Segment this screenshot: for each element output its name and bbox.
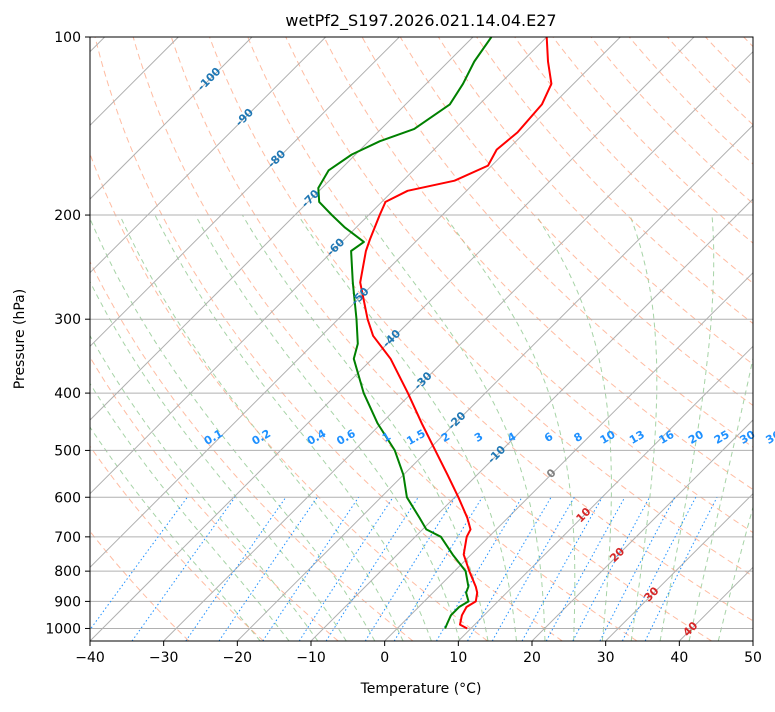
mixing-ratio-label: 20 (686, 428, 706, 447)
isotherm-line (0, 37, 399, 641)
x-tick-label: 30 (597, 650, 615, 666)
y-tick-label: 200 (54, 208, 81, 224)
dry-adiabat (95, 37, 562, 641)
mixing-ratio-label: 3 (472, 430, 485, 445)
y-axis: 100 200 300 400 500 600 700 800 900 1000 (45, 30, 90, 637)
mixing-ratio-label: 13 (627, 428, 647, 447)
dry-adiabat (515, 37, 775, 641)
isotherm-line (16, 37, 620, 641)
mixing-ratio-line (622, 497, 695, 641)
x-tick-label: 0 (380, 650, 389, 666)
y-tick-label: 100 (54, 30, 81, 46)
x-tick-label: 10 (449, 650, 467, 666)
isotherm-line (532, 37, 775, 641)
isotherm-label: -90 (233, 106, 256, 129)
dry-adiabat (171, 37, 711, 641)
y-tick-label: 700 (54, 530, 81, 546)
moist-adiabat (0, 215, 260, 641)
mixing-ratio-line (468, 497, 552, 641)
isotherm-line (753, 37, 775, 641)
y-axis-label: Pressure (hPa) (12, 289, 28, 389)
isotherm-line (679, 37, 775, 641)
dry-adiabat (57, 37, 488, 641)
dry-adiabat (19, 37, 413, 641)
dry-adiabat (667, 37, 775, 641)
mixing-ratio-line (365, 497, 455, 641)
isotherm-label: 40 (680, 619, 700, 639)
mixing-ratio-label: 0.1 (202, 427, 225, 448)
moist-adiabat (298, 215, 516, 641)
mixing-ratio-label: 0.4 (305, 427, 329, 448)
mixing-ratio-label: 10 (598, 428, 618, 447)
mixing-ratio-label: 36 (763, 428, 775, 447)
dry-adiabat (0, 37, 264, 641)
moist-adiabat (155, 215, 431, 641)
chart-title: wetPf2_S197.2026.021.14.04.E27 (285, 11, 556, 31)
mixing-ratio-label: 16 (657, 428, 677, 447)
x-axis: −40 −30 −20 −10 0 10 20 30 40 50 (75, 641, 762, 666)
y-tick-label: 600 (54, 490, 81, 506)
dry-adiabat (744, 37, 775, 641)
x-tick-label: −20 (223, 650, 253, 666)
mixing-ratio-line (132, 497, 235, 641)
mixing-ratio-label: 30 (738, 428, 758, 447)
x-tick-label: 50 (744, 650, 762, 666)
dry-adiabat (0, 37, 338, 641)
y-tick-label: 400 (54, 386, 81, 402)
mixing-ratio-line (263, 497, 359, 641)
y-tick-label: 900 (54, 594, 81, 610)
moist-adiabat (630, 215, 657, 641)
isotherm-line (0, 37, 326, 641)
dry-adiabat (706, 37, 775, 641)
moist-adiabat (11, 215, 289, 641)
y-tick-label: 500 (54, 443, 81, 459)
y-tick-label: 300 (54, 312, 81, 328)
isotherm-label: -30 (411, 369, 434, 392)
x-tick-label: −30 (149, 650, 179, 666)
dry-adiabat (438, 37, 775, 641)
mixing-ratio-label: 2 (439, 430, 452, 445)
pressure-gridlines (90, 37, 753, 628)
y-tick-label: 800 (54, 564, 81, 580)
isotherm-line (385, 37, 775, 641)
moist-adiabat (689, 215, 775, 641)
dry-adiabat (0, 37, 189, 641)
x-axis-label: Temperature (°C) (360, 681, 482, 697)
mixing-ratio-lines (82, 497, 717, 641)
isotherm-label: -50 (348, 285, 371, 308)
x-tick-label: 20 (523, 650, 541, 666)
mixing-ratio-line (645, 497, 717, 641)
isotherm-label: 20 (607, 545, 627, 565)
mixing-ratio-line (326, 497, 418, 641)
isotherm-label: 0 (544, 466, 559, 481)
mixing-ratio-label: 1 (380, 430, 393, 445)
mixing-ratio-line (82, 497, 188, 641)
isotherm-line (311, 37, 775, 641)
mixing-ratio-label: 0.6 (334, 427, 358, 448)
profile-lines (318, 37, 551, 629)
x-tick-label: 40 (670, 650, 688, 666)
moist-adiabats (0, 215, 775, 641)
moist-adiabat (444, 215, 575, 641)
isotherm-label: -40 (380, 327, 403, 350)
y-tick-label: 1000 (45, 621, 81, 637)
mixing-ratio-line (219, 497, 317, 641)
x-tick-label: −10 (296, 650, 326, 666)
x-tick-label: −40 (75, 650, 105, 666)
